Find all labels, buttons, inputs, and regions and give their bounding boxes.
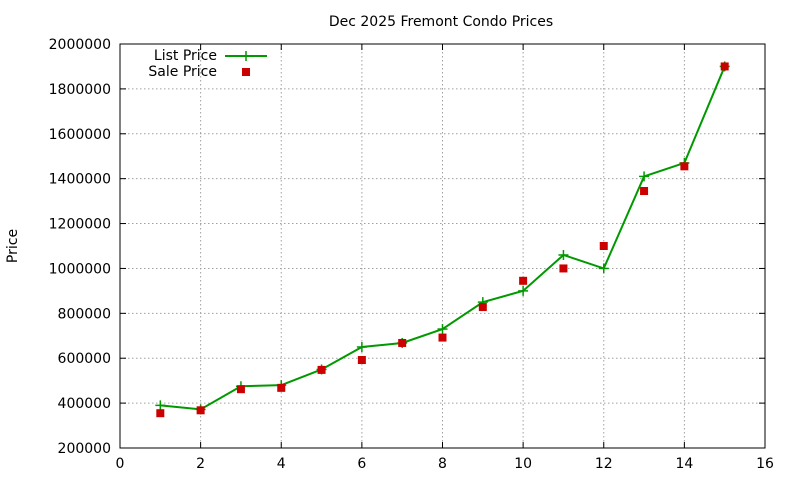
data-point-sale-price (277, 383, 286, 392)
legend-marker-list-price (241, 51, 251, 61)
chart-title: Dec 2025 Fremont Condo Prices (329, 14, 553, 30)
y-tick-label: 1200000 (49, 217, 111, 233)
data-point-list-price (598, 263, 609, 274)
data-point-sale-price (599, 242, 608, 250)
series-sale-price (156, 62, 729, 418)
x-tick-label: 6 (357, 456, 366, 472)
x-tick-label: 4 (277, 456, 286, 472)
data-point-sale-price (357, 356, 366, 365)
data-series (155, 61, 730, 418)
y-axis-label: Price (5, 229, 21, 263)
data-point-sale-price (236, 385, 245, 394)
x-tick-label: 14 (675, 456, 693, 472)
x-tick-label: 10 (514, 456, 532, 472)
legend-sample-sale-price (242, 68, 250, 76)
y-tick-label: 1600000 (49, 127, 111, 143)
data-point-list-price (356, 342, 367, 352)
y-tick-label: 400000 (58, 396, 111, 412)
data-point-sale-price (559, 264, 568, 273)
data-point-sale-price (317, 365, 326, 374)
y-tick-label: 2000000 (49, 37, 111, 53)
data-point-sale-price (398, 338, 407, 347)
legend: List Price Sale Price (148, 48, 267, 80)
grid-lines (120, 44, 765, 448)
x-tick-label: 8 (438, 456, 447, 472)
y-tick-label: 1400000 (49, 172, 111, 188)
legend-sample-list-price (225, 51, 267, 61)
data-point-sale-price (196, 406, 205, 415)
y-tick-label: 1800000 (49, 82, 111, 98)
data-point-list-price (155, 400, 166, 411)
legend-label-list-price: List Price (154, 48, 217, 64)
x-tick-label: 12 (595, 456, 613, 472)
data-point-sale-price (640, 187, 649, 196)
y-tick-label: 1000000 (49, 261, 111, 277)
data-point-list-price (558, 249, 569, 260)
data-point-list-price (639, 171, 650, 182)
data-point-sale-price (478, 303, 487, 312)
y-tick-label: 800000 (58, 306, 111, 322)
data-point-sale-price (720, 62, 729, 71)
data-point-list-price (518, 285, 529, 296)
data-point-sale-price (156, 409, 165, 418)
data-point-sale-price (519, 276, 528, 285)
x-tick-label: 2 (196, 456, 205, 472)
x-tick-label: 0 (116, 456, 125, 472)
data-point-list-price (437, 324, 448, 335)
y-tick-label: 200000 (58, 441, 111, 457)
y-tick-label: 600000 (58, 351, 111, 367)
legend-marker-sale-price (242, 68, 250, 76)
legend-label-sale-price: Sale Price (148, 64, 217, 80)
data-point-sale-price (680, 162, 689, 171)
data-point-sale-price (438, 333, 447, 342)
axis-ticks: 0 2 4 6 8 10 12 14 16 200000 400000 600000 800000 100… (49, 37, 774, 472)
x-tick-label: 16 (756, 456, 774, 472)
